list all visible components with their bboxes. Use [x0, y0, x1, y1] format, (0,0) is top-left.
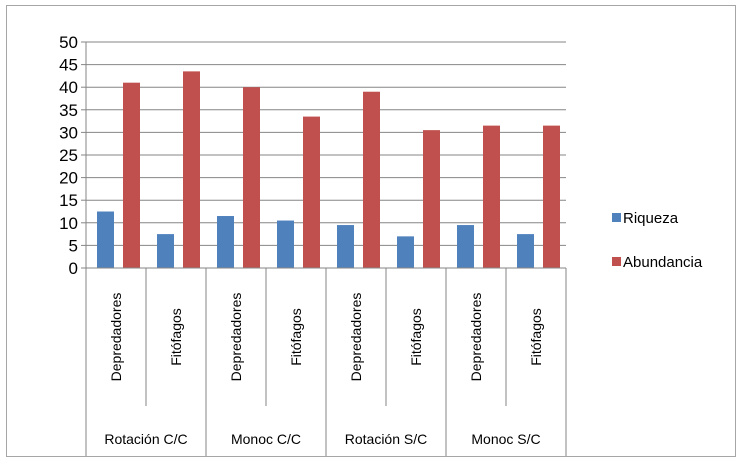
x-category-labels: Depredadores Fitófagos Depredadores Fitófag…	[104, 293, 544, 447]
bar-riqueza	[217, 216, 234, 268]
y-tick-label: 25	[59, 146, 78, 165]
bar-abundancia	[483, 125, 500, 269]
y-tick-label: 35	[59, 101, 78, 120]
x-group-label: Rotación S/C	[345, 431, 427, 447]
bar-abundancia	[183, 71, 200, 268]
y-tick-label: 5	[69, 236, 78, 255]
legend-label-riqueza: Riqueza	[623, 210, 679, 227]
x-group-label: Monoc C/C	[231, 431, 301, 447]
bar-abundancia	[243, 87, 260, 268]
y-tick-label: 10	[59, 214, 78, 233]
x-category-label: Fitófagos	[408, 308, 424, 366]
bar-riqueza	[397, 236, 414, 268]
legend: Riqueza Abundancia	[612, 210, 703, 271]
bar-abundancia	[363, 91, 380, 268]
x-category-label: Fitófagos	[288, 308, 304, 366]
x-group-label: Monoc S/C	[471, 431, 540, 447]
x-category-label: Fitófagos	[528, 308, 544, 366]
y-tick-label: 15	[59, 191, 78, 210]
bar-riqueza	[97, 211, 114, 268]
bar-riqueza	[517, 234, 534, 268]
y-tick-label: 45	[59, 56, 78, 75]
bars	[97, 71, 560, 269]
bar-abundancia	[123, 82, 140, 269]
y-tick-labels: 0 5 10 15 20 25 30 35 40 45 50	[59, 33, 78, 278]
y-tick-label: 40	[59, 78, 78, 97]
legend-label-abundancia: Abundancia	[623, 254, 703, 271]
x-category-label: Depredadores	[348, 293, 364, 382]
bar-riqueza	[337, 225, 354, 268]
bar-abundancia	[423, 130, 440, 268]
y-tick-label: 0	[69, 259, 78, 278]
y-tick-label: 50	[59, 33, 78, 52]
bar-riqueza	[457, 225, 474, 268]
x-group-label: Rotación C/C	[104, 431, 187, 447]
y-tick-label: 30	[59, 123, 78, 142]
axes	[81, 41, 567, 456]
legend-swatch-riqueza	[612, 213, 621, 222]
legend-swatch-abundancia	[612, 257, 621, 266]
bar-riqueza	[157, 234, 174, 268]
bar-abundancia	[303, 116, 320, 268]
x-category-label: Depredadores	[468, 293, 484, 382]
x-category-label: Depredadores	[108, 293, 124, 382]
y-tick-label: 20	[59, 169, 78, 188]
bar-riqueza	[277, 220, 294, 268]
x-category-label: Depredadores	[228, 293, 244, 382]
bar-abundancia	[543, 125, 560, 269]
x-category-label: Fitófagos	[168, 308, 184, 366]
